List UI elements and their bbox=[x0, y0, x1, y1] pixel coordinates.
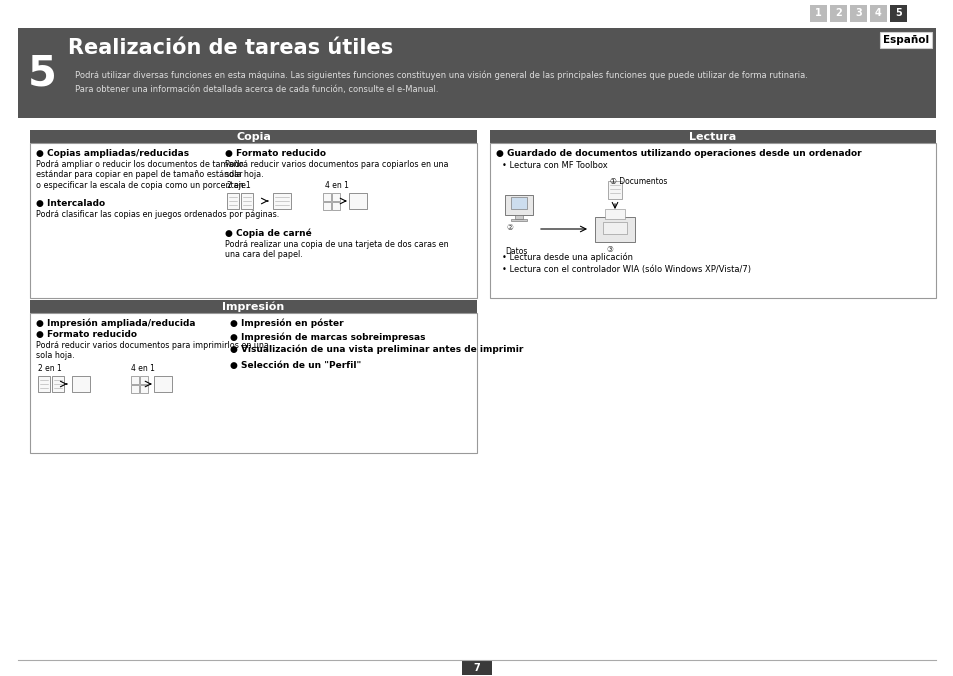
Text: 1: 1 bbox=[814, 9, 821, 18]
Text: 5: 5 bbox=[894, 9, 901, 18]
Text: ● Selección de un "Perfil": ● Selección de un "Perfil" bbox=[230, 361, 361, 370]
Text: ● Formato reducido: ● Formato reducido bbox=[36, 330, 137, 339]
Text: ● Impresión en póster: ● Impresión en póster bbox=[230, 319, 343, 329]
Text: • Lectura con MF Toolbox: • Lectura con MF Toolbox bbox=[501, 161, 607, 170]
Bar bbox=[30, 313, 476, 453]
Text: 4 en 1: 4 en 1 bbox=[325, 181, 349, 190]
Text: Datos: Datos bbox=[504, 247, 527, 256]
Text: Para obtener una información detallada acerca de cada función, consulte el e-Man: Para obtener una información detallada a… bbox=[75, 85, 438, 94]
Bar bbox=[461, 661, 492, 675]
Bar bbox=[515, 215, 522, 219]
Bar bbox=[602, 222, 626, 234]
Text: Podrá reducir varios documentos para copiarlos en una
sola hoja.: Podrá reducir varios documentos para cop… bbox=[225, 160, 448, 179]
Text: Podrá utilizar diversas funciones en esta máquina. Las siguientes funciones cons: Podrá utilizar diversas funciones en est… bbox=[75, 70, 807, 80]
Bar bbox=[490, 143, 935, 298]
Text: • Lectura con el controlador WIA (sólo Windows XP/Vista/7): • Lectura con el controlador WIA (sólo W… bbox=[501, 265, 750, 274]
Bar bbox=[595, 217, 635, 242]
Text: 7: 7 bbox=[473, 663, 480, 673]
Text: 2: 2 bbox=[834, 9, 841, 18]
Bar bbox=[604, 209, 624, 219]
Text: 5: 5 bbox=[28, 52, 56, 94]
Text: Podrá ampliar o reducir los documentos de tamaño
estándar para copiar en papel d: Podrá ampliar o reducir los documentos d… bbox=[36, 160, 248, 190]
Text: 2 en 1: 2 en 1 bbox=[227, 181, 251, 190]
Bar bbox=[71, 376, 90, 392]
Bar bbox=[30, 143, 476, 298]
Bar bbox=[849, 5, 866, 22]
Bar bbox=[332, 202, 339, 210]
Text: Lectura: Lectura bbox=[689, 132, 736, 141]
Bar bbox=[38, 376, 50, 392]
Text: Podrá clasificar las copias en juegos ordenados por páginas.: Podrá clasificar las copias en juegos or… bbox=[36, 210, 279, 219]
Text: ● Impresión ampliada/reducida: ● Impresión ampliada/reducida bbox=[36, 319, 195, 329]
Text: ● Copias ampliadas/reducidas: ● Copias ampliadas/reducidas bbox=[36, 149, 189, 158]
Text: • Lectura desde una aplicación: • Lectura desde una aplicación bbox=[501, 253, 633, 262]
Bar bbox=[349, 193, 367, 209]
Bar bbox=[511, 219, 526, 221]
Bar bbox=[52, 376, 64, 392]
Text: ● Guardado de documentos utilizando operaciones desde un ordenador: ● Guardado de documentos utilizando oper… bbox=[496, 149, 861, 158]
Bar bbox=[809, 5, 826, 22]
Text: ① Documentos: ① Documentos bbox=[609, 177, 667, 186]
Bar bbox=[140, 385, 148, 393]
Bar bbox=[131, 376, 139, 384]
Bar bbox=[332, 193, 339, 201]
Bar bbox=[273, 193, 291, 209]
Bar bbox=[153, 376, 172, 392]
Text: ● Visualización de una vista preliminar antes de imprimir: ● Visualización de una vista preliminar … bbox=[230, 345, 523, 354]
Text: Impresión: Impresión bbox=[222, 301, 284, 312]
Bar bbox=[879, 32, 931, 48]
Bar bbox=[30, 130, 476, 143]
Bar bbox=[504, 195, 533, 215]
Text: Podrá reducir varios documentos para imprimirlos en una
sola hoja.: Podrá reducir varios documentos para imp… bbox=[36, 341, 269, 360]
Bar bbox=[241, 193, 253, 209]
Text: 4 en 1: 4 en 1 bbox=[131, 364, 154, 373]
Bar bbox=[511, 197, 526, 209]
Text: 4: 4 bbox=[874, 9, 881, 18]
Bar bbox=[227, 193, 239, 209]
Bar bbox=[18, 28, 935, 118]
Text: 2 en 1: 2 en 1 bbox=[38, 364, 62, 373]
Text: Español: Español bbox=[882, 35, 928, 45]
Bar bbox=[30, 300, 476, 313]
Text: ● Copia de carné: ● Copia de carné bbox=[225, 229, 312, 239]
Bar bbox=[607, 181, 621, 199]
Text: Podrá realizar una copia de una tarjeta de dos caras en
una cara del papel.: Podrá realizar una copia de una tarjeta … bbox=[225, 240, 448, 260]
Text: Realización de tareas útiles: Realización de tareas útiles bbox=[68, 38, 393, 58]
Bar bbox=[490, 130, 935, 143]
Bar bbox=[869, 5, 886, 22]
Text: ● Formato reducido: ● Formato reducido bbox=[225, 149, 326, 158]
Text: ③: ③ bbox=[606, 245, 613, 254]
Bar bbox=[889, 5, 906, 22]
Text: ②: ② bbox=[505, 223, 513, 232]
Text: Copia: Copia bbox=[235, 132, 271, 141]
Bar bbox=[131, 385, 139, 393]
Bar bbox=[323, 202, 331, 210]
Bar bbox=[140, 376, 148, 384]
Text: ● Impresión de marcas sobreimpresas: ● Impresión de marcas sobreimpresas bbox=[230, 332, 425, 341]
Bar bbox=[829, 5, 846, 22]
Text: 3: 3 bbox=[854, 9, 861, 18]
Bar bbox=[323, 193, 331, 201]
Text: ● Intercalado: ● Intercalado bbox=[36, 199, 105, 208]
